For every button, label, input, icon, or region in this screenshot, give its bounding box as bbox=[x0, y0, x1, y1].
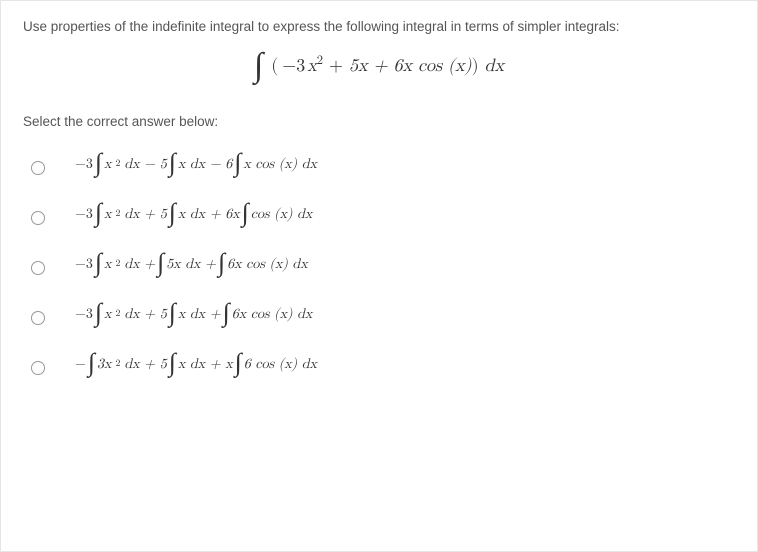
formula-segment: 2 bbox=[113, 259, 122, 269]
options-list: −3 ∫ x2 dx − 5 ∫ x dx − 6 ∫ x cos (x) dx… bbox=[23, 151, 735, 377]
integral-icon: ∫ bbox=[169, 350, 176, 376]
term1-var: x bbox=[307, 57, 317, 75]
option-c[interactable]: −3 ∫ x2 dx + ∫ 5x dx + ∫ 6x cos (x) dx bbox=[23, 251, 735, 277]
formula-segment: 2 bbox=[113, 309, 122, 319]
formula-segment: dx + 5 bbox=[122, 307, 168, 321]
integral-icon: ∫ bbox=[254, 47, 263, 85]
integral-icon: ∫ bbox=[169, 150, 176, 176]
formula-segment: 6 cos (x) dx bbox=[242, 357, 319, 371]
select-label: Select the correct answer below: bbox=[23, 114, 735, 129]
formula-segment: 6x cos (x) dx bbox=[225, 257, 310, 271]
formula-b: −3 ∫ x2 dx + 5 ∫ x dx + 6x ∫ cos (x) dx bbox=[73, 201, 314, 227]
formula-segment: −3 bbox=[73, 307, 95, 321]
formula-segment: − bbox=[73, 357, 88, 371]
integral-icon: ∫ bbox=[169, 200, 176, 226]
integral-icon: ∫ bbox=[95, 250, 102, 276]
formula-d: −3 ∫ x2 dx + 5 ∫ x dx + ∫ 6x cos (x) dx bbox=[73, 301, 314, 327]
formula-segment: 2 bbox=[113, 359, 122, 369]
integral-icon: ∫ bbox=[95, 150, 102, 176]
integral-icon: ∫ bbox=[235, 350, 242, 376]
term3-arg: (x) bbox=[448, 57, 472, 75]
formula-segment: x dx + x bbox=[176, 357, 235, 371]
radio-d[interactable] bbox=[31, 311, 45, 325]
radio-e[interactable] bbox=[31, 361, 45, 375]
radio-c[interactable] bbox=[31, 261, 45, 275]
option-b[interactable]: −3 ∫ x2 dx + 5 ∫ x dx + 6x ∫ cos (x) dx bbox=[23, 201, 735, 227]
lparen: ( bbox=[269, 57, 280, 75]
radio-b[interactable] bbox=[31, 211, 45, 225]
main-integral: ∫ (−3x2 + 5x + 6x cos (x)) dx bbox=[23, 48, 735, 86]
option-a[interactable]: −3 ∫ x2 dx − 5 ∫ x dx − 6 ∫ x cos (x) dx bbox=[23, 151, 735, 177]
integral-icon: ∫ bbox=[223, 300, 230, 326]
integral-icon: ∫ bbox=[218, 250, 225, 276]
formula-c: −3 ∫ x2 dx + ∫ 5x dx + ∫ 6x cos (x) dx bbox=[73, 251, 310, 277]
formula-segment: cos (x) dx bbox=[249, 207, 315, 221]
integral-icon: ∫ bbox=[95, 300, 102, 326]
plus1: + bbox=[323, 57, 349, 75]
formula-segment: dx + 5 bbox=[122, 357, 168, 371]
integral-icon: ∫ bbox=[234, 150, 241, 176]
option-e[interactable]: − ∫ 3x2 dx + 5 ∫ x dx + x ∫ 6 cos (x) dx bbox=[23, 351, 735, 377]
integral-icon: ∫ bbox=[169, 300, 176, 326]
formula-segment: x bbox=[102, 207, 113, 221]
formula-segment: x dx − 6 bbox=[176, 157, 234, 171]
formula-segment: 2 bbox=[113, 209, 122, 219]
formula-segment: 5x dx + bbox=[164, 257, 218, 271]
formula-segment: x bbox=[102, 157, 113, 171]
question-card: Use properties of the indefinite integra… bbox=[0, 0, 758, 552]
term3-pre: + 6x cos bbox=[368, 57, 449, 75]
formula-segment: dx + 5 bbox=[122, 207, 168, 221]
formula-segment: 6x cos (x) dx bbox=[230, 307, 315, 321]
integral-icon: ∫ bbox=[242, 200, 249, 226]
formula-segment: x dx + 6x bbox=[176, 207, 242, 221]
formula-segment: −3 bbox=[73, 257, 95, 271]
formula-segment: 3x bbox=[95, 357, 113, 371]
formula-segment: dx + bbox=[122, 257, 157, 271]
integral-icon: ∫ bbox=[95, 200, 102, 226]
radio-a[interactable] bbox=[31, 161, 45, 175]
formula-segment: x bbox=[102, 307, 113, 321]
question-prompt: Use properties of the indefinite integra… bbox=[23, 19, 735, 34]
rparen: ) bbox=[472, 57, 479, 75]
term1-coef: −3 bbox=[280, 57, 307, 75]
term2: 5x bbox=[349, 57, 368, 75]
dx: dx bbox=[479, 57, 505, 75]
formula-segment: x bbox=[102, 257, 113, 271]
formula-segment: 2 bbox=[113, 159, 122, 169]
formula-segment: x dx + bbox=[176, 307, 223, 321]
formula-segment: x cos (x) dx bbox=[241, 157, 319, 171]
formula-segment: −3 bbox=[73, 207, 95, 221]
integral-icon: ∫ bbox=[157, 250, 164, 276]
formula-segment: dx − 5 bbox=[122, 157, 168, 171]
formula-e: − ∫ 3x2 dx + 5 ∫ x dx + x ∫ 6 cos (x) dx bbox=[73, 351, 319, 377]
formula-segment: −3 bbox=[73, 157, 95, 171]
integral-icon: ∫ bbox=[88, 350, 95, 376]
option-d[interactable]: −3 ∫ x2 dx + 5 ∫ x dx + ∫ 6x cos (x) dx bbox=[23, 301, 735, 327]
formula-a: −3 ∫ x2 dx − 5 ∫ x dx − 6 ∫ x cos (x) dx bbox=[73, 151, 319, 177]
